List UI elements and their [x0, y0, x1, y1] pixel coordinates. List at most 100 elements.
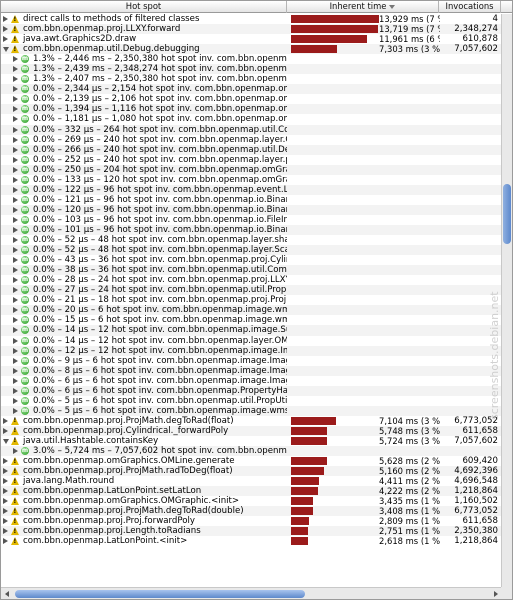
collapsed-triangle-icon[interactable]	[13, 247, 18, 254]
collapsed-triangle-icon[interactable]	[13, 377, 18, 384]
hotspot-row[interactable]: com.bbn.openmap.proj.Cylindrical._forwar…	[1, 425, 501, 436]
backtrace-row[interactable]: m 1.3% – 2,439 ms – 2,348,274 hot spot in…	[1, 64, 501, 75]
hotspot-row[interactable]: com.bbn.openmap.proj.ProjMath.radToDeg(f…	[1, 466, 501, 477]
collapsed-triangle-icon[interactable]	[13, 287, 18, 294]
collapsed-triangle-icon[interactable]	[13, 196, 18, 203]
collapsed-triangle-icon[interactable]	[13, 146, 18, 153]
collapsed-triangle-icon[interactable]	[13, 448, 18, 455]
hotspot-row[interactable]: com.bbn.openmap.LatLonPoint.<init> 2,618 …	[1, 536, 501, 546]
vertical-scroll-thumb[interactable]	[503, 184, 511, 244]
collapsed-triangle-icon[interactable]	[3, 36, 8, 43]
backtrace-row[interactable]: m 0.0% – 101 µs – 96 hot spot inv. com.bb…	[1, 224, 501, 236]
backtrace-row[interactable]: m 0.0% – 266 µs – 240 hot spot inv. com.b…	[1, 144, 501, 155]
collapsed-triangle-icon[interactable]	[13, 116, 18, 123]
collapsed-triangle-icon[interactable]	[3, 458, 8, 465]
backtrace-row[interactable]: m 3.0% – 5,724 ms – 7,057,602 hot spot in…	[1, 446, 501, 457]
collapsed-triangle-icon[interactable]	[13, 267, 18, 274]
collapsed-triangle-icon[interactable]	[13, 327, 18, 334]
vertical-scrollbar[interactable]	[501, 14, 512, 587]
backtrace-row[interactable]: m 0.0% – 103 µs – 96 hot spot inv. com.bb…	[1, 215, 501, 225]
collapsed-triangle-icon[interactable]	[3, 417, 8, 424]
collapsed-triangle-icon[interactable]	[13, 226, 18, 233]
collapsed-triangle-icon[interactable]	[3, 538, 8, 545]
column-header-hot-spot[interactable]: Hot spot	[1, 1, 287, 13]
collapsed-triangle-icon[interactable]	[13, 76, 18, 83]
collapsed-triangle-icon[interactable]	[13, 186, 18, 193]
collapsed-triangle-icon[interactable]	[13, 367, 18, 374]
hotspot-row[interactable]: com.bbn.openmap.LatLonPoint.setLatLon 4,2…	[1, 486, 501, 497]
expanded-triangle-icon[interactable]	[3, 47, 9, 53]
backtrace-row[interactable]: m 0.0% – 43 µs – 36 hot spot inv. com.bbn…	[1, 255, 501, 265]
collapsed-triangle-icon[interactable]	[13, 237, 18, 244]
collapsed-triangle-icon[interactable]	[13, 106, 18, 113]
collapsed-triangle-icon[interactable]	[13, 357, 18, 364]
hotspot-row[interactable]: com.bbn.openmap.omGraphics.OMGraphic.<in…	[1, 496, 501, 506]
backtrace-row[interactable]: m 0.0% – 52 µs – 48 hot spot inv. com.bbn…	[1, 245, 501, 256]
backtrace-row[interactable]: m 0.0% – 6 µs – 6 hot spot inv. com.bbn.o…	[1, 376, 501, 386]
backtrace-row[interactable]: m 0.0% – 20 µs – 6 hot spot inv. com.bbn.…	[1, 305, 501, 316]
backtrace-row[interactable]: m 0.0% – 1,181 µs – 1,080 hot spot inv. c…	[1, 114, 501, 124]
backtrace-row[interactable]: m 0.0% – 52 µs – 48 hot spot inv. com.bbn…	[1, 235, 501, 245]
collapsed-triangle-icon[interactable]	[3, 488, 8, 495]
hotspot-row[interactable]: com.bbn.openmap.util.Debug.debugging 7,30…	[1, 44, 501, 55]
backtrace-row[interactable]: m 0.0% – 21 µs – 18 hot spot inv. com.bbn…	[1, 295, 501, 305]
collapsed-triangle-icon[interactable]	[13, 96, 18, 103]
collapsed-triangle-icon[interactable]	[13, 257, 18, 264]
backtrace-row[interactable]: m 0.0% – 121 µs – 96 hot spot inv. com.bb…	[1, 195, 501, 205]
collapsed-triangle-icon[interactable]	[13, 387, 18, 394]
backtrace-row[interactable]: m 0.0% – 38 µs – 36 hot spot inv. com.bbn…	[1, 265, 501, 276]
hotspot-row[interactable]: direct calls to methods of filtered clas…	[1, 14, 501, 24]
backtrace-row[interactable]: m 0.0% – 250 µs – 204 hot spot inv. com.b…	[1, 164, 501, 175]
backtrace-row[interactable]: m 0.0% – 9 µs – 6 hot spot inv. com.bbn.o…	[1, 356, 501, 366]
backtrace-row[interactable]: m 1.3% – 2,407 ms – 2,350,380 hot spot in…	[1, 74, 501, 84]
collapsed-triangle-icon[interactable]	[13, 307, 18, 314]
collapsed-triangle-icon[interactable]	[3, 427, 8, 434]
expanded-triangle-icon[interactable]	[3, 438, 9, 444]
hotspot-row[interactable]: com.bbn.openmap.proj.ProjMath.degToRad(f…	[1, 416, 501, 426]
hotspot-row[interactable]: com.bbn.openmap.proj.ProjMath.degToRad(d…	[1, 506, 501, 517]
backtrace-row[interactable]: m 0.0% – 12 µs – 12 hot spot inv. com.bbn…	[1, 345, 501, 356]
backtrace-row[interactable]: m 0.0% – 5 µs – 6 hot spot inv. com.bbn.o…	[1, 405, 501, 416]
collapsed-triangle-icon[interactable]	[13, 126, 18, 133]
collapsed-triangle-icon[interactable]	[13, 347, 18, 354]
backtrace-row[interactable]: m 0.0% – 120 µs – 96 hot spot inv. com.bb…	[1, 204, 501, 215]
collapsed-triangle-icon[interactable]	[13, 397, 18, 404]
hotspot-row[interactable]: com.bbn.openmap.proj.Length.toRadians 2,7…	[1, 526, 501, 537]
collapsed-triangle-icon[interactable]	[13, 206, 18, 213]
backtrace-row[interactable]: m 0.0% – 14 µs – 12 hot spot inv. com.bbn…	[1, 336, 501, 346]
backtrace-row[interactable]: m 0.0% – 8 µs – 6 hot spot inv. com.bbn.o…	[1, 365, 501, 376]
scroll-right-button[interactable]	[491, 589, 501, 599]
backtrace-row[interactable]: m 0.0% – 27 µs – 24 hot spot inv. com.bbn…	[1, 285, 501, 296]
backtrace-row[interactable]: m 0.0% – 2,344 µs – 2,154 hot spot inv. c…	[1, 84, 501, 95]
collapsed-triangle-icon[interactable]	[3, 508, 8, 515]
collapsed-triangle-icon[interactable]	[13, 407, 18, 414]
hotspot-row[interactable]: java.lang.Math.round 4,411 ms (2 %) 4,696,…	[1, 476, 501, 486]
backtrace-row[interactable]: m 0.0% – 133 µs – 120 hot spot inv. com.b…	[1, 175, 501, 185]
collapsed-triangle-icon[interactable]	[3, 468, 8, 475]
backtrace-row[interactable]: m 0.0% – 6 µs – 6 hot spot inv. com.bbn.o…	[1, 385, 501, 396]
backtrace-row[interactable]: m 0.0% – 2,139 µs – 2,106 hot spot inv. c…	[1, 94, 501, 104]
collapsed-triangle-icon[interactable]	[13, 86, 18, 93]
collapsed-triangle-icon[interactable]	[13, 156, 18, 163]
collapsed-triangle-icon[interactable]	[3, 26, 8, 33]
hotspot-tree-table[interactable]: direct calls to methods of filtered clas…	[1, 14, 501, 587]
hotspot-row[interactable]: com.bbn.openmap.proj.LLXY.forward 13,719 …	[1, 24, 501, 35]
hotspot-row[interactable]: java.awt.Graphics2D.draw 11,961 ms (6 %) 6…	[1, 34, 501, 44]
column-header-inherent-time[interactable]: Inherent time	[287, 1, 439, 13]
collapsed-triangle-icon[interactable]	[3, 518, 8, 525]
collapsed-triangle-icon[interactable]	[13, 216, 18, 223]
collapsed-triangle-icon[interactable]	[13, 136, 18, 143]
horizontal-scroll-thumb[interactable]	[15, 590, 305, 598]
collapsed-triangle-icon[interactable]	[3, 528, 8, 535]
collapsed-triangle-icon[interactable]	[13, 317, 18, 324]
collapsed-triangle-icon[interactable]	[13, 176, 18, 183]
backtrace-row[interactable]: m 0.0% – 122 µs – 96 hot spot inv. com.bb…	[1, 184, 501, 195]
hotspot-row[interactable]: com.bbn.openmap.proj.Proj.forwardPoly 2,8…	[1, 516, 501, 526]
collapsed-triangle-icon[interactable]	[13, 277, 18, 284]
hotspot-row[interactable]: java.util.Hashtable.containsKey 5,724 ms …	[1, 436, 501, 446]
backtrace-row[interactable]: m 0.0% – 252 µs – 240 hot spot inv. com.b…	[1, 155, 501, 165]
backtrace-row[interactable]: m 0.0% – 14 µs – 12 hot spot inv. com.bbn…	[1, 325, 501, 336]
collapsed-triangle-icon[interactable]	[3, 478, 8, 485]
horizontal-scrollbar[interactable]	[1, 587, 501, 599]
collapsed-triangle-icon[interactable]	[13, 66, 18, 73]
